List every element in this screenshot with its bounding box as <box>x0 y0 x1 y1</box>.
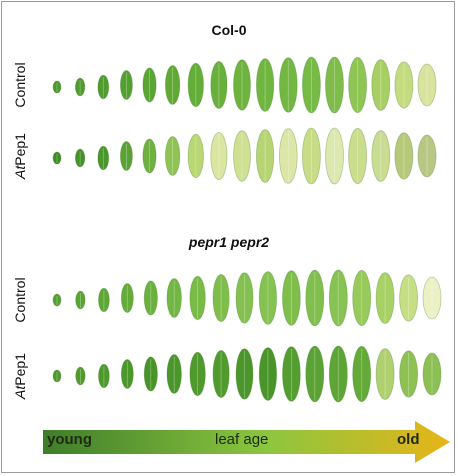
leaf <box>142 138 157 174</box>
leaf <box>255 129 275 183</box>
leaf <box>375 272 395 324</box>
leaf <box>120 141 133 171</box>
leaf <box>399 274 419 322</box>
leaf <box>97 74 110 100</box>
leaf <box>233 59 251 111</box>
leaf <box>328 269 348 327</box>
leaf <box>422 352 442 396</box>
leaf <box>75 77 86 97</box>
leaf <box>352 345 372 402</box>
leaf <box>52 80 62 94</box>
leaf <box>399 350 419 398</box>
panel-title-pepr1-pepr2: pepr1 pepr2 <box>188 234 270 250</box>
leaf <box>165 136 181 176</box>
leaf <box>75 148 86 168</box>
leaf <box>282 346 301 402</box>
leaf <box>142 67 157 103</box>
leaf <box>258 271 277 325</box>
leaf <box>52 151 62 165</box>
leaf <box>301 127 321 185</box>
leaf <box>233 130 251 182</box>
leaf <box>258 347 277 401</box>
leaf <box>235 272 254 324</box>
leaf <box>120 359 134 389</box>
leaf <box>282 270 301 326</box>
age-label-old: old <box>397 431 420 448</box>
leaf <box>187 133 204 179</box>
leaf <box>98 363 110 389</box>
leaf <box>301 56 321 114</box>
leaf <box>98 287 110 313</box>
leaf <box>305 345 325 403</box>
leaf <box>394 61 414 109</box>
leaf <box>143 356 158 392</box>
age-label-young: young <box>47 431 92 448</box>
leaf <box>348 57 368 114</box>
leaf <box>348 127 368 184</box>
leaf <box>352 269 372 326</box>
leaf <box>328 345 348 403</box>
leaf <box>187 62 204 108</box>
panel-title-col0: Col-0 <box>211 22 247 38</box>
leaf <box>417 134 437 178</box>
leaf <box>97 145 110 171</box>
leaf <box>305 269 325 327</box>
leaf <box>75 290 86 310</box>
leaf <box>371 130 391 182</box>
leaf <box>212 273 230 322</box>
leaf <box>210 131 228 180</box>
leaf <box>375 348 395 400</box>
leaf-age-arrow <box>43 421 450 463</box>
leaf <box>422 276 442 320</box>
leaf <box>325 56 344 114</box>
leaf <box>120 70 133 100</box>
leaf <box>166 354 182 394</box>
leaf <box>212 349 230 398</box>
leaf <box>255 58 275 112</box>
leaf <box>394 132 414 180</box>
leaf <box>166 278 182 318</box>
leaf <box>165 65 181 105</box>
leaf <box>120 283 134 313</box>
leaf <box>278 57 298 113</box>
age-label-leaf-age: leaf age <box>215 431 269 448</box>
leaf <box>189 351 206 397</box>
leaf <box>189 275 206 321</box>
leaf <box>143 280 158 316</box>
leaf <box>52 369 62 383</box>
leaf <box>52 293 62 307</box>
leaf <box>278 128 298 184</box>
leaf <box>210 61 228 110</box>
leaf <box>75 366 86 386</box>
leaf <box>371 59 391 111</box>
leaf <box>417 63 437 107</box>
leaf <box>325 127 344 185</box>
leaf <box>235 348 254 400</box>
